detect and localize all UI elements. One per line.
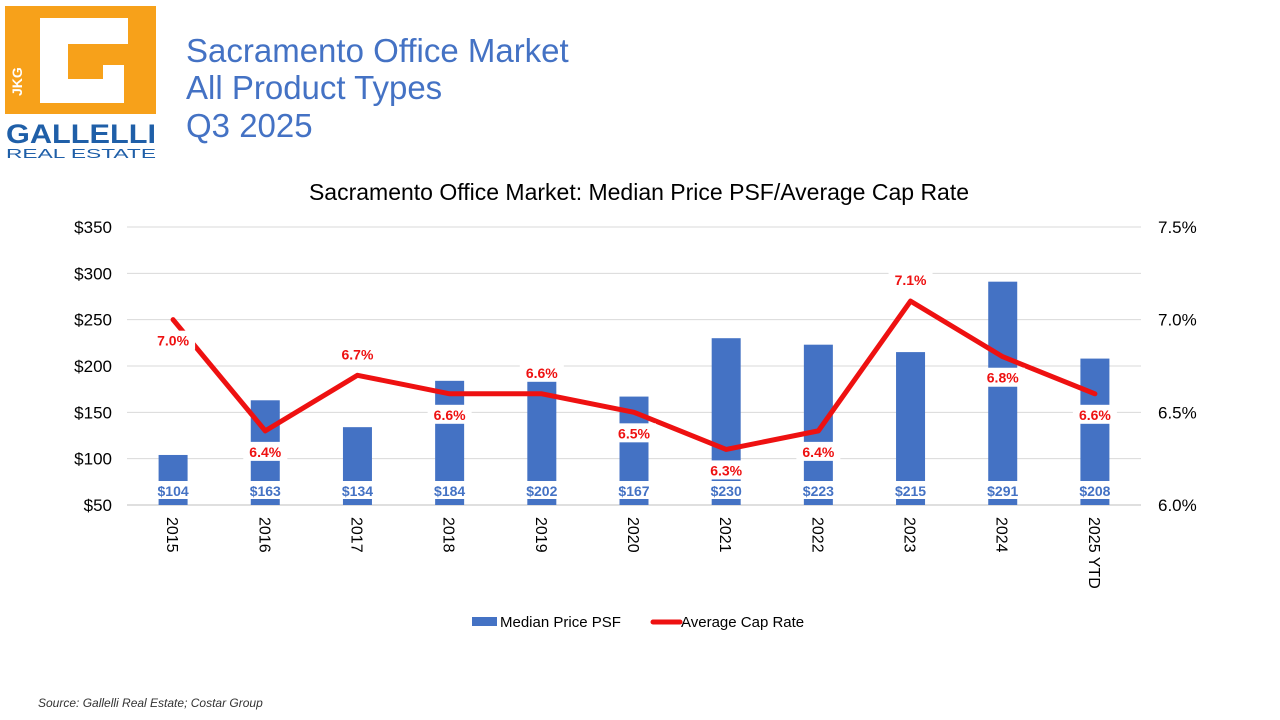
y-right-tick-label: 6.5% (1158, 403, 1197, 422)
y-right-tick-label: 6.0% (1158, 496, 1197, 515)
x-tick-label: 2018 (440, 517, 457, 553)
bar-median-price (896, 352, 926, 505)
bar-label-bg (979, 481, 1026, 499)
bar-label-bg (242, 481, 289, 499)
y-left-tick-label: $350 (74, 218, 112, 237)
bar-value-label: $223 (803, 483, 834, 499)
bar-value-label: $167 (618, 483, 649, 499)
bar-label-bg (150, 481, 197, 499)
line-value-label: 6.8% (987, 370, 1019, 386)
line-value-label: 6.5% (618, 425, 650, 441)
y-left-tick-label: $50 (84, 496, 112, 515)
gallelli-logo: JKG GALLELLI REAL ESTATE (5, 6, 157, 161)
x-tick-label: 2015 (163, 517, 180, 553)
line-label-bg (151, 330, 196, 350)
header-subtitle: All Product Types (186, 69, 443, 106)
bar-label-bg (887, 481, 934, 499)
legend-label-line: Average Cap Rate (681, 614, 804, 631)
x-tick-label: 2021 (716, 517, 733, 553)
axes: $50 $100 $150 $200 $250 $300 $350 6.0% 6.5% 7.0% 7… (74, 218, 1197, 589)
line-label-bg (335, 344, 380, 364)
x-tick-label: 2022 (808, 517, 825, 553)
bar-median-price (1080, 358, 1110, 505)
line-value-label: 6.6% (526, 365, 558, 381)
line-value-label: 6.6% (434, 407, 466, 423)
chart: Sacramento Office Market: Median Price P… (74, 179, 1197, 631)
logo-brand: GALLELLI (6, 119, 156, 149)
line-label-bg (888, 270, 933, 290)
bar-value-label: $215 (895, 483, 926, 499)
logo-g-shape (40, 18, 128, 103)
y-right-tick-label: 7.0% (1158, 311, 1197, 330)
bar-label-bg (426, 481, 473, 499)
x-tick-label: 2016 (255, 517, 272, 553)
bar-value-label: $134 (342, 483, 373, 499)
bar-value-label: $291 (987, 483, 1018, 499)
y-left-tick-label: $100 (74, 450, 112, 469)
bar-label-bg (611, 481, 657, 499)
line-label-bg (612, 423, 656, 443)
bar-value-label: $208 (1079, 483, 1110, 499)
y-left-tick-label: $200 (74, 357, 112, 376)
line-label-bg (243, 441, 288, 461)
bar-label-bg (1071, 481, 1118, 499)
bar-value-label: $202 (526, 483, 557, 499)
line-value-label: 6.4% (249, 444, 281, 460)
legend: Median Price PSF Average Cap Rate (472, 614, 804, 631)
x-tick-label: 2023 (901, 517, 918, 553)
bar-value-label: $184 (434, 483, 465, 499)
bar-label-bg (334, 481, 381, 499)
line-value-label: 6.6% (1079, 407, 1111, 423)
line-label-bg (1072, 404, 1117, 424)
header-period: Q3 2025 (186, 107, 313, 144)
legend-swatch-bars (472, 617, 497, 626)
bar-value-label: $163 (250, 483, 281, 499)
x-tick-label: 2024 (993, 517, 1010, 553)
y-left-tick-label: $300 (74, 264, 112, 283)
logo-subtitle: REAL ESTATE (6, 146, 157, 161)
bar-value-label: $104 (158, 483, 189, 499)
line-label-bg (427, 404, 472, 424)
line-label-bg (519, 362, 564, 382)
line-value-label: 7.1% (895, 272, 927, 288)
x-tick-label: 2019 (532, 517, 549, 553)
y-left-tick-label: $250 (74, 311, 112, 330)
chart-title: Sacramento Office Market: Median Price P… (309, 179, 969, 205)
legend-label-bars: Median Price PSF (500, 614, 621, 631)
bar-label-bg (518, 481, 565, 499)
bar-median-price (988, 281, 1018, 505)
x-tick-label: 2017 (347, 517, 364, 553)
line-label-bg (704, 460, 749, 480)
line-value-label: 6.4% (802, 444, 834, 460)
bar-value-label: $230 (711, 483, 742, 499)
header-title: Sacramento Office Market (186, 32, 569, 69)
x-tick-label: 2020 (624, 517, 641, 553)
line-value-label: 6.7% (341, 346, 373, 362)
logo-initials: JKG (9, 67, 25, 96)
bar-median-price (711, 338, 741, 505)
bar-label-bg (703, 481, 750, 499)
cap-rate-line (170, 298, 1098, 452)
line-cap-rate (170, 298, 1098, 452)
line-label-bg (796, 441, 841, 461)
bar-label-bg (795, 481, 842, 499)
bar-median-price (803, 344, 833, 505)
line-label-bg (980, 367, 1025, 387)
data-labels: $104 $163 $134 $184 $202 $167 $230 $223 $215 $291… (150, 270, 1118, 499)
y-right-tick-label: 7.5% (1158, 218, 1197, 237)
line-value-label: 6.3% (710, 462, 742, 478)
bars (158, 281, 1110, 505)
x-tick-label: 2025 YTD (1085, 517, 1102, 589)
y-left-tick-label: $150 (74, 403, 112, 422)
source-note: Source: Gallelli Real Estate; Costar Gro… (38, 696, 263, 710)
line-value-label: 7.0% (157, 333, 189, 349)
